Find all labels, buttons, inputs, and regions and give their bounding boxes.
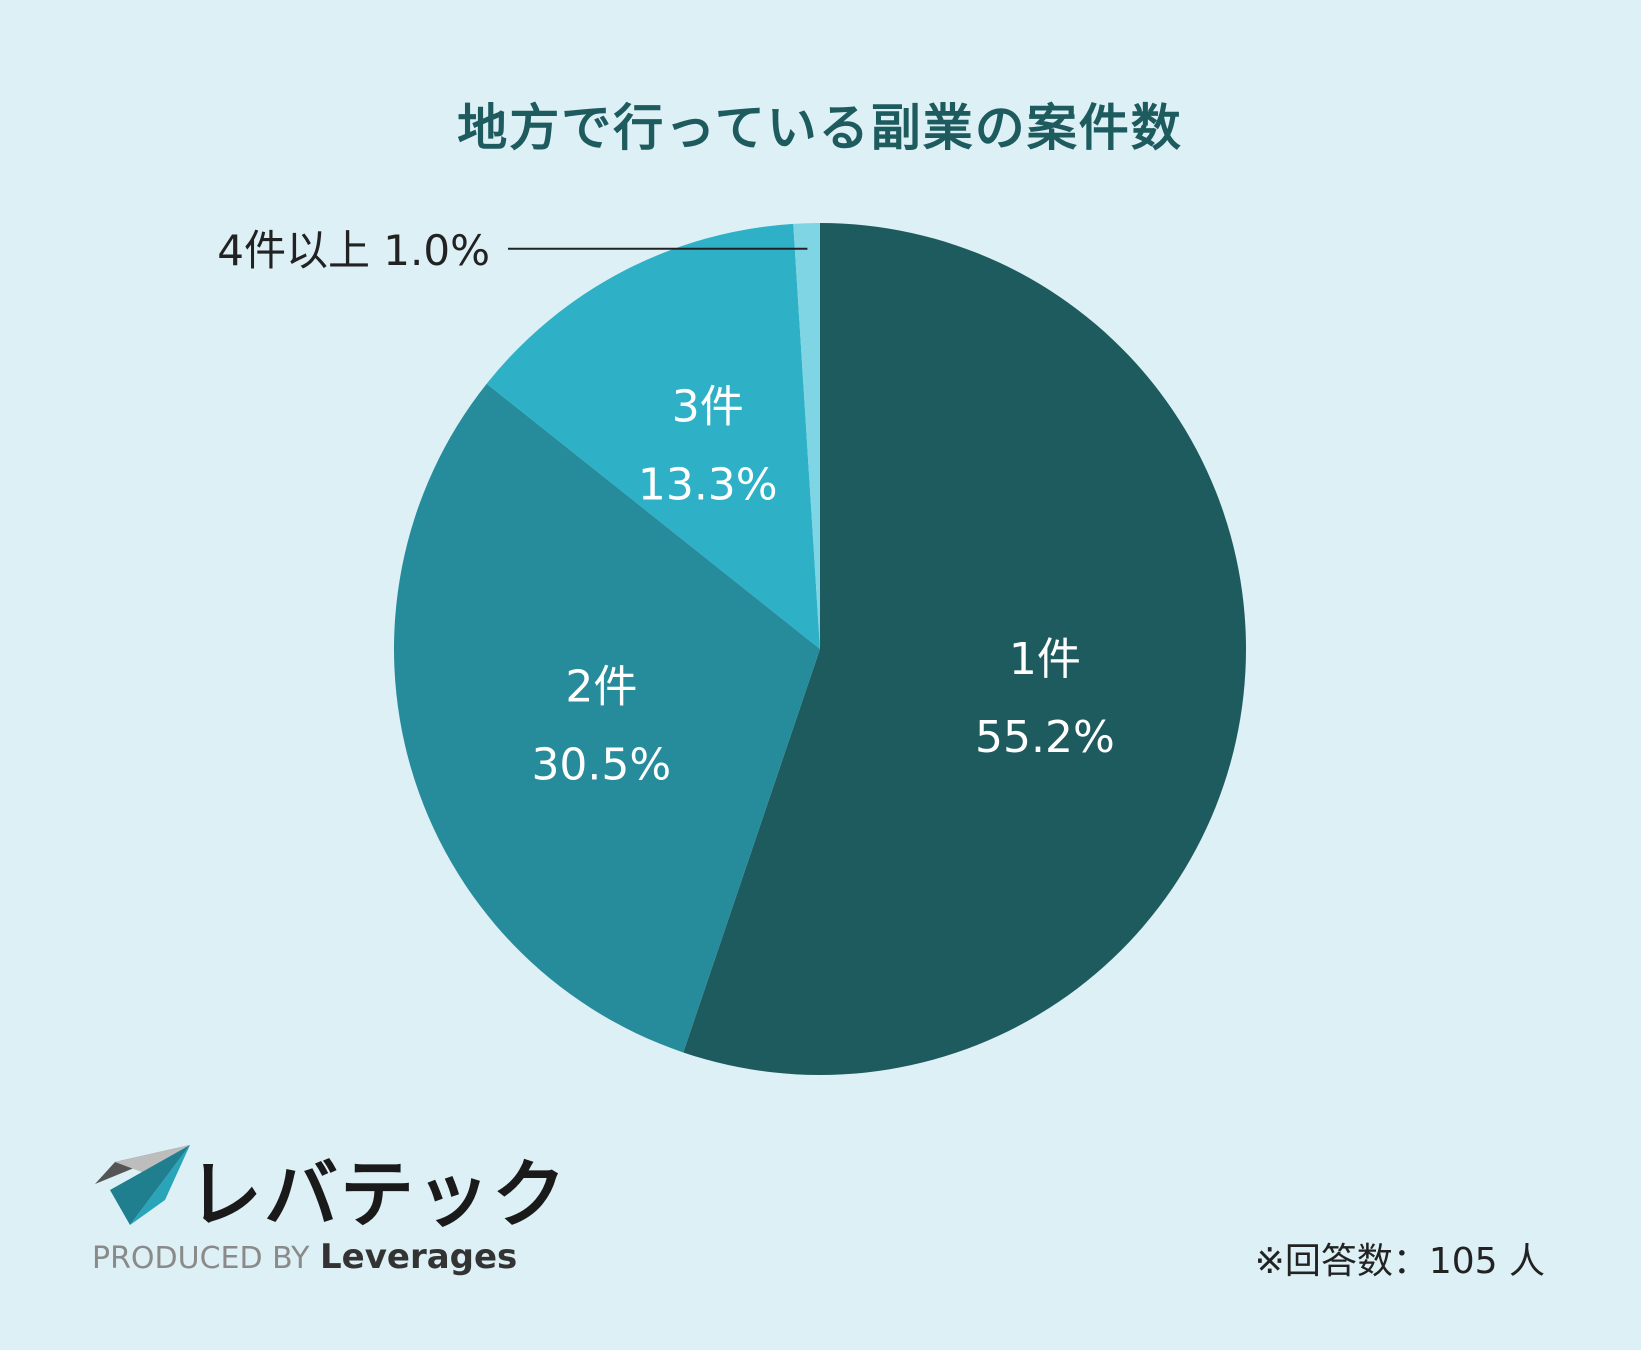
levtech-logo-icon — [95, 1145, 190, 1225]
pie-slice-3 — [486, 223, 820, 649]
produced-by-text: PRODUCED BY — [92, 1241, 310, 1276]
slice-labels: 1件 55.2% 2件 30.5% 3件 13.3% 4件以上 1.0% — [217, 226, 1115, 791]
slice-value-3: 13.3% — [638, 460, 778, 511]
slice-label-2: 2件 — [565, 661, 637, 712]
chart-title: 地方で行っている副業の案件数 — [457, 99, 1183, 157]
logo-text: レバテック — [188, 1152, 568, 1238]
slice-value-2: 30.5% — [531, 739, 671, 790]
pie-chart — [394, 223, 1247, 1075]
slice-label-1: 1件 — [1009, 634, 1081, 685]
outside-label-4: 4件以上 1.0% — [217, 226, 490, 275]
slice-label-3: 3件 — [672, 382, 744, 433]
respondent-count: ※回答数：105 人 — [1255, 1241, 1545, 1282]
pie-slice-2 — [394, 383, 820, 1053]
pie-slice-4 — [793, 223, 820, 649]
brand-name: Leverages — [320, 1237, 517, 1277]
slice-value-1: 55.2% — [975, 712, 1115, 763]
pie-slice-1 — [683, 223, 1247, 1075]
